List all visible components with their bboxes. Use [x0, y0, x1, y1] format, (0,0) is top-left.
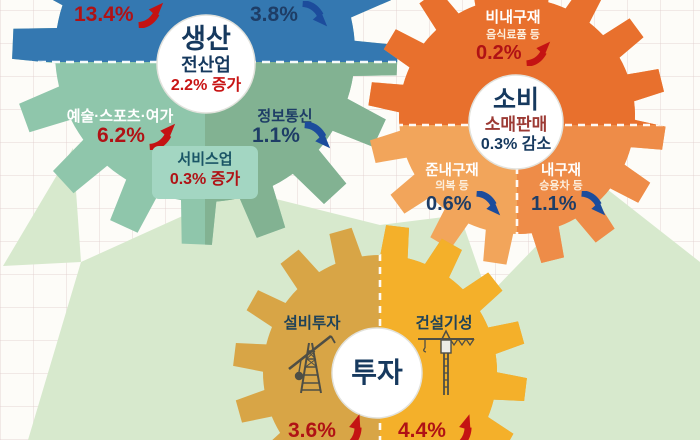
ict-value: 1.1% [252, 124, 300, 147]
semidurable-value-row: 0.6% [426, 191, 501, 217]
investment-center-circle [331, 327, 423, 419]
durable-value-row: 1.1% [531, 191, 606, 217]
up-arrow-icon [137, 2, 163, 28]
down-arrow-icon [302, 1, 328, 27]
semidurable-sublabel: 의복 등 [435, 180, 469, 192]
investment-title: 투자 [351, 357, 403, 388]
arts-sports-leisure-label: 예술·스포츠·여가 [66, 108, 174, 125]
service-industry-box: 서비스업 0.3% 증가 [152, 146, 258, 199]
down-arrow-icon [475, 191, 500, 216]
nondurable-label: 비내구재 [485, 9, 541, 26]
production-subtitle: 전산업 [181, 55, 231, 76]
consumption-title: 소비 [492, 86, 540, 114]
derrick-crane-icon [288, 334, 336, 394]
ict-value-row: 1.1% [252, 122, 331, 150]
service-value: 0.3% 증가 [169, 170, 241, 188]
construction-value: 4.4% [398, 419, 446, 440]
durable-label: 내구재 [540, 163, 582, 179]
semidurable-value: 0.6% [426, 192, 472, 215]
production-circle-text: 생산 전산업 2.2% 증가 [171, 24, 241, 95]
up-arrow-icon [454, 414, 472, 440]
equipment-value-row: 3.6% [288, 414, 367, 440]
investment-gear [233, 225, 527, 440]
production-top-right-value-row: 3.8% [250, 1, 328, 28]
tower-crane-icon [418, 329, 475, 395]
production-change: 2.2% 증가 [170, 77, 242, 95]
construction-value-row: 4.4% [398, 414, 477, 440]
production-mining-value-row: 13.4% [74, 1, 164, 28]
construction-label: 건설기성 [415, 315, 473, 332]
nondurable-sublabel: 음식료품 등 [486, 29, 540, 41]
consumption-center-circle [468, 74, 564, 170]
ict-label: 정보통신 [257, 108, 313, 125]
up-arrow-icon [149, 123, 175, 150]
production-top-right-value: 3.8% [250, 2, 298, 26]
investment-circle-text: 투자 [351, 357, 403, 388]
durable-value: 1.1% [531, 192, 577, 215]
production-top-left-value: 13.4% [74, 2, 134, 26]
consumption-subtitle: 소매판매 [484, 115, 548, 134]
production-title: 생산 [181, 24, 231, 54]
equipment-value: 3.6% [288, 419, 336, 440]
semidurable-label: 준내구재 [425, 163, 479, 179]
nondurable-value-row: 0.2% [476, 40, 551, 66]
up-arrow-icon [344, 414, 362, 440]
nondurable-value: 0.2% [476, 41, 522, 64]
service-label: 서비스업 [177, 151, 233, 168]
arts-value-row: 6.2% [97, 122, 176, 150]
durable-sublabel: 승용차 등 [539, 180, 583, 192]
down-arrow-icon [304, 122, 330, 149]
consumption-change: 0.3% 감소 [480, 136, 552, 154]
consumption-circle-text: 소비 소매판매 0.3% 감소 [481, 86, 551, 154]
arts-value: 6.2% [97, 124, 145, 147]
equipment-label: 설비투자 [283, 315, 341, 332]
up-arrow-icon [525, 41, 550, 66]
production-center-circle [156, 14, 256, 114]
down-arrow-icon [580, 191, 605, 216]
